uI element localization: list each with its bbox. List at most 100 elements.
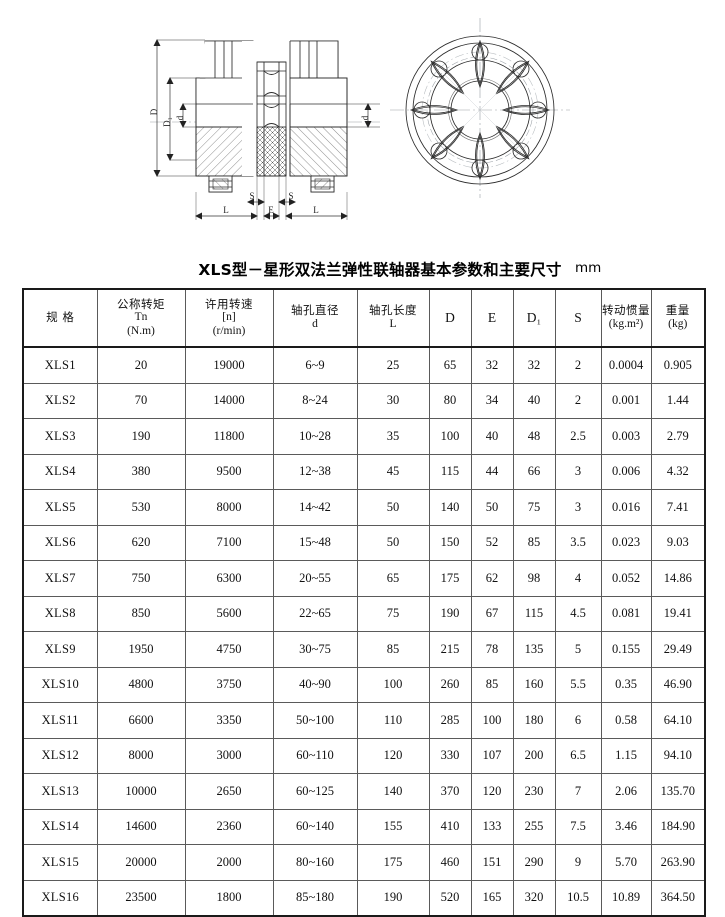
table-row: XLS14 14600 2360 60~140 155 410 133 255 7.5 3.46 1… — [22, 808, 706, 845]
cell-bore-length: 35 — [356, 418, 430, 455]
dim-label-L-right: L — [313, 205, 319, 215]
table-row: XLS11 6600 3350 50~100 110 285 100 180 6 0.58 64.1… — [22, 702, 706, 739]
cell-spec: XLS1 — [22, 346, 98, 384]
cell-S: 5.5 — [554, 666, 602, 703]
col-header-allowable-speed-sym: [n] — [222, 311, 236, 324]
cell-bore-diameter: 10~28 — [272, 418, 358, 455]
cell-allowable-speed: 19000 — [184, 346, 274, 384]
cell-bore-length: 25 — [356, 346, 430, 384]
col-header-allowable-speed-cn: 许用转速 — [205, 296, 253, 311]
technical-drawing: D D₁ d d L E L S S — [0, 0, 725, 248]
cell-weight: 94.10 — [650, 737, 706, 774]
col-header-bore-diameter: 轴孔直径 d — [272, 288, 358, 348]
cell-allowable-speed: 14000 — [184, 382, 274, 419]
title-row: XLS型－星形双法兰弹性联轴器基本参数和主要尺寸 mm — [0, 258, 725, 284]
cell-S: 3.5 — [554, 524, 602, 561]
col-header-spec-cn: 规 格 — [46, 310, 75, 325]
cell-weight: 135.70 — [650, 773, 706, 810]
cell-inertia: 0.35 — [600, 666, 652, 703]
cell-D1: 160 — [512, 666, 556, 703]
cell-bore-diameter: 60~110 — [272, 737, 358, 774]
cell-spec: XLS3 — [22, 418, 98, 455]
cell-E: 32 — [470, 346, 514, 384]
cell-spec: XLS13 — [22, 773, 98, 810]
cell-allowable-speed: 3350 — [184, 702, 274, 739]
cell-allowable-speed: 6300 — [184, 560, 274, 597]
table-body: XLS1 20 19000 6~9 25 65 32 32 2 0.0004 0.905 XLS2 70… — [22, 346, 706, 917]
cell-S: 4 — [554, 560, 602, 597]
cell-spec: XLS8 — [22, 595, 98, 632]
cell-nominal-torque: 380 — [96, 453, 186, 490]
cell-E: 52 — [470, 524, 514, 561]
cell-S: 3 — [554, 489, 602, 526]
cell-spec: XLS5 — [22, 489, 98, 526]
cell-allowable-speed: 3000 — [184, 737, 274, 774]
cell-bore-diameter: 20~55 — [272, 560, 358, 597]
cell-weight: 364.50 — [650, 879, 706, 917]
cell-allowable-speed: 2650 — [184, 773, 274, 810]
cell-allowable-speed: 11800 — [184, 418, 274, 455]
table-row: XLS7 750 6300 20~55 65 175 62 98 4 0.052 14.86 — [22, 560, 706, 597]
cell-bore-length: 140 — [356, 773, 430, 810]
cell-nominal-torque: 20 — [96, 346, 186, 384]
cell-inertia: 0.081 — [600, 595, 652, 632]
cell-D1: 98 — [512, 560, 556, 597]
coupling-drawing-svg: D D₁ d d L E L S S — [149, 18, 570, 220]
cell-allowable-speed: 9500 — [184, 453, 274, 490]
cell-bore-diameter: 15~48 — [272, 524, 358, 561]
table-row: XLS4 380 9500 12~38 45 115 44 66 3 0.006 4.32 — [22, 453, 706, 490]
cell-weight: 1.44 — [650, 382, 706, 419]
flange-outer-circle — [405, 35, 555, 185]
cell-bore-diameter: 12~38 — [272, 453, 358, 490]
table-row: XLS15 20000 2000 80~160 175 460 151 290 9 5.70 263… — [22, 844, 706, 881]
cell-D1: 48 — [512, 418, 556, 455]
col-header-E-sym: E — [487, 310, 497, 326]
cell-nominal-torque: 530 — [96, 489, 186, 526]
table-row: XLS6 620 7100 15~48 50 150 52 85 3.5 0.023 9.03 — [22, 524, 706, 561]
cell-bore-length: 50 — [356, 524, 430, 561]
col-header-D1: D₁ — [512, 288, 556, 348]
cell-weight: 0.905 — [650, 346, 706, 384]
cell-weight: 64.10 — [650, 702, 706, 739]
spec-table-wrapper: 规 格 公称转矩 Tn (N.m) 许用转速 [n] (r/min) 轴孔直径 … — [22, 288, 706, 917]
cell-inertia: 0.155 — [600, 631, 652, 668]
cell-inertia: 3.46 — [600, 808, 652, 845]
cell-D: 410 — [428, 808, 472, 845]
cell-weight: 19.41 — [650, 595, 706, 632]
construction-rays — [443, 73, 517, 147]
col-header-S: S — [554, 288, 602, 348]
spec-table: 规 格 公称转矩 Tn (N.m) 许用转速 [n] (r/min) 轴孔直径 … — [22, 288, 706, 917]
cell-D1: 32 — [512, 346, 556, 384]
table-row: XLS16 23500 1800 85~180 190 520 165 320 10.5 10.8… — [22, 879, 706, 917]
col-header-D1-sym: D₁ — [526, 310, 542, 326]
col-header-bore-diameter-cn: 轴孔直径 — [291, 303, 339, 318]
col-header-weight-unit: (kg) — [668, 318, 688, 330]
cell-spec: XLS4 — [22, 453, 98, 490]
page-title: XLS型－星形双法兰弹性联轴器基本参数和主要尺寸 — [198, 261, 562, 279]
col-header-weight: 重量 (kg) — [650, 288, 706, 348]
cell-spec: XLS15 — [22, 844, 98, 881]
cell-E: 40 — [470, 418, 514, 455]
cell-E: 85 — [470, 666, 514, 703]
cell-E: 62 — [470, 560, 514, 597]
cell-inertia: 2.06 — [600, 773, 652, 810]
cell-allowable-speed: 2000 — [184, 844, 274, 881]
cell-weight: 14.86 — [650, 560, 706, 597]
cell-D: 140 — [428, 489, 472, 526]
col-header-S-sym: S — [574, 310, 582, 326]
cell-nominal-torque: 750 — [96, 560, 186, 597]
cell-allowable-speed: 8000 — [184, 489, 274, 526]
cell-E: 34 — [470, 382, 514, 419]
cell-allowable-speed: 2360 — [184, 808, 274, 845]
col-header-inertia-unit: (kg.m²) — [608, 318, 644, 330]
cell-bore-length: 65 — [356, 560, 430, 597]
col-header-inertia-cn: 转动惯量 — [602, 303, 650, 318]
cell-spec: XLS10 — [22, 666, 98, 703]
cell-D: 65 — [428, 346, 472, 384]
col-header-allowable-speed: 许用转速 [n] (r/min) — [184, 288, 274, 348]
cell-D: 150 — [428, 524, 472, 561]
cell-nominal-torque: 8000 — [96, 737, 186, 774]
cell-D: 175 — [428, 560, 472, 597]
cell-spec: XLS9 — [22, 631, 98, 668]
cell-S: 9 — [554, 844, 602, 881]
